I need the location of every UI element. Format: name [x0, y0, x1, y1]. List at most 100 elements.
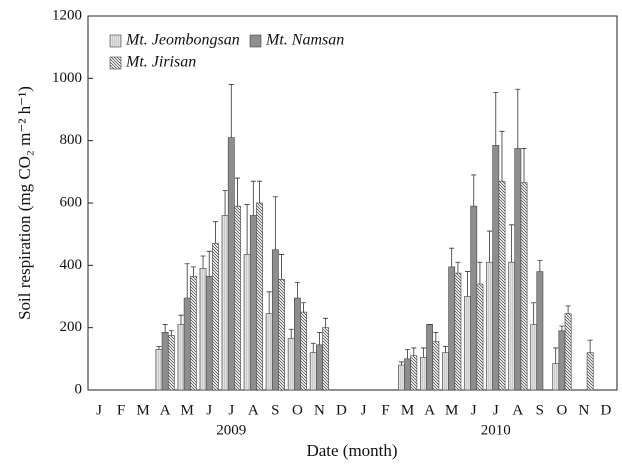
x-tick-label: F — [117, 402, 125, 418]
bar — [212, 243, 219, 391]
x-axis-label: Date (month) — [306, 441, 397, 460]
error-bar — [200, 255, 206, 269]
error-bar — [266, 291, 272, 314]
bar — [243, 254, 251, 391]
group-label: 2009 — [216, 422, 246, 438]
x-tick-label: O — [292, 402, 303, 418]
x-tick-label: M — [445, 402, 458, 418]
bar — [398, 364, 405, 391]
error-bar — [168, 330, 174, 336]
error-bar — [310, 342, 316, 353]
error-bar — [316, 331, 322, 345]
x-tick-label: A — [512, 402, 523, 418]
error-bar — [212, 221, 218, 244]
bar — [322, 327, 330, 391]
error-bar — [477, 261, 483, 285]
error-bar — [433, 331, 439, 342]
error-bar — [244, 204, 250, 255]
bar — [309, 352, 317, 391]
x-tick-label: N — [579, 402, 590, 418]
bar — [199, 268, 207, 391]
x-tick-label: J — [206, 402, 212, 418]
bar — [564, 313, 572, 391]
bar — [464, 296, 471, 391]
x-tick-label: D — [601, 402, 612, 418]
bar — [558, 330, 566, 391]
legend-label: Mt. Jirisan — [125, 54, 196, 71]
bar — [177, 324, 185, 391]
error-bar — [487, 230, 493, 263]
bar — [586, 352, 594, 391]
bar — [420, 356, 427, 391]
x-tick-label: M — [401, 402, 414, 418]
error-bar — [521, 148, 527, 183]
x-tick-label: J — [228, 402, 234, 418]
legend-swatch — [109, 56, 122, 70]
x-tick-label: S — [271, 402, 279, 418]
x-tick-label: M — [181, 402, 194, 418]
bar — [442, 352, 449, 391]
error-bar — [279, 254, 285, 280]
x-tick-label: J — [96, 402, 102, 418]
error-bar — [449, 247, 455, 267]
y-tick-label: 600 — [60, 194, 83, 210]
y-tick-label: 1200 — [52, 7, 82, 23]
error-bar — [272, 196, 278, 250]
y-tick-label: 400 — [60, 257, 83, 273]
bar — [476, 283, 484, 391]
error-bar — [531, 302, 537, 325]
bar — [410, 355, 418, 391]
legend-swatch — [249, 34, 262, 48]
bar — [536, 271, 544, 391]
bar — [432, 341, 440, 391]
error-bar — [515, 88, 521, 149]
bar — [227, 137, 235, 391]
bar — [256, 202, 263, 391]
error-bar — [288, 328, 294, 339]
error-bar — [206, 250, 212, 277]
legend-swatch — [109, 34, 122, 48]
error-bar — [222, 190, 228, 216]
x-tick-label: D — [336, 402, 347, 418]
error-bar — [257, 180, 263, 203]
x-tick-label: J — [493, 402, 499, 418]
error-bar — [471, 174, 477, 207]
error-bar — [228, 84, 234, 138]
error-bar — [465, 271, 471, 297]
y-tick-label: 1000 — [52, 70, 82, 86]
bar — [498, 180, 506, 391]
bar — [486, 261, 493, 391]
y-tick-label: 0 — [75, 381, 83, 397]
x-tick-label: N — [314, 402, 325, 418]
bar — [205, 275, 213, 391]
error-bar — [499, 130, 505, 182]
x-tick-label: J — [471, 402, 477, 418]
error-bar — [398, 361, 404, 366]
bar — [552, 363, 560, 391]
error-bar — [301, 302, 307, 313]
error-bar — [178, 314, 184, 325]
bar — [234, 205, 241, 391]
error-bar — [420, 347, 426, 358]
bar — [404, 358, 412, 391]
error-bar — [493, 91, 499, 146]
bar — [271, 249, 279, 391]
error-bar — [559, 325, 565, 331]
legend-label: Mt. Namsan — [265, 32, 344, 49]
bar — [287, 338, 295, 391]
error-bar — [162, 324, 168, 333]
x-tick-label: S — [536, 402, 544, 418]
error-bar — [184, 263, 190, 299]
error-bar — [294, 282, 300, 299]
error-bar — [509, 224, 515, 263]
legend-label: Mt. Jeombongsan — [125, 32, 240, 49]
bar — [514, 148, 522, 391]
error-bar — [537, 260, 543, 272]
x-tick-label: A — [248, 402, 259, 418]
bar — [249, 215, 257, 391]
bar — [470, 205, 478, 391]
bar — [316, 344, 323, 391]
y-axis-label: Soil respiration (mg CO₂ m⁻² h⁻¹) — [15, 86, 34, 320]
error-bar — [587, 339, 593, 353]
